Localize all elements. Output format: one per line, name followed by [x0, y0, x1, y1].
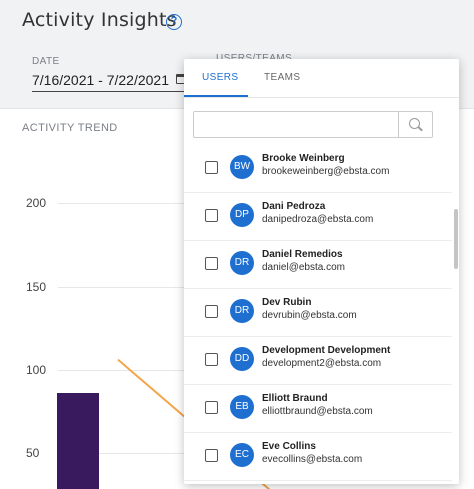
- avatar: EB: [230, 395, 254, 419]
- list-item[interactable]: DP Dani Pedroza danipedroza@ebsta.com: [184, 193, 452, 241]
- list-item[interactable]: BW Brooke Weinberg brookeweinberg@ebsta.co…: [184, 145, 452, 193]
- avatar: EC: [230, 443, 254, 467]
- list-item[interactable]: DD Development Development development2@eb…: [184, 337, 452, 385]
- checkbox[interactable]: [205, 305, 218, 318]
- users-teams-label: USERS/TEAMS: [216, 53, 292, 64]
- grid-line: [58, 370, 188, 371]
- y-tick-label: 200: [26, 196, 47, 210]
- checkbox[interactable]: [205, 449, 218, 462]
- grid-line: [58, 453, 188, 454]
- chart-bar: [57, 393, 99, 489]
- user-name: Dani Pedroza: [262, 201, 326, 212]
- scrollbar-thumb[interactable]: [454, 209, 458, 269]
- user-email: danipedroza@ebsta.com: [262, 214, 374, 225]
- list-item[interactable]: EB Elliott Braund elliottbraund@ebsta.com: [184, 385, 452, 433]
- y-tick-label: 150: [26, 280, 47, 294]
- tab-teams[interactable]: TEAMS: [264, 72, 301, 83]
- user-email: elliottbraund@ebsta.com: [262, 406, 373, 417]
- date-label: DATE: [32, 56, 60, 67]
- card-title: ACTIVITY TREND: [22, 122, 118, 134]
- search-divider: [398, 112, 399, 137]
- avatar: DR: [230, 251, 254, 275]
- user-email: development2@ebsta.com: [262, 358, 382, 369]
- user-name: Dev Rubin: [262, 297, 312, 308]
- active-tab-indicator: [184, 95, 248, 97]
- tab-divider: [184, 97, 459, 98]
- tab-users[interactable]: USERS: [202, 72, 239, 83]
- user-name: Daniel Remedios: [262, 249, 343, 260]
- users-teams-dropdown: USERS TEAMS BW Brooke Weinberg brookeweinb…: [184, 59, 459, 484]
- list-item[interactable]: EC Eve Collins evecollins@ebsta.com: [184, 433, 452, 481]
- grid-line: [58, 287, 188, 288]
- checkbox[interactable]: [205, 161, 218, 174]
- checkbox[interactable]: [205, 257, 218, 270]
- help-icon[interactable]: ?: [166, 14, 182, 30]
- avatar: DR: [230, 299, 254, 323]
- user-email: evecollins@ebsta.com: [262, 454, 363, 465]
- y-tick-label: 100: [26, 363, 47, 377]
- user-email: daniel@ebsta.com: [262, 262, 345, 273]
- search-icon[interactable]: [409, 118, 420, 129]
- user-email: brookeweinberg@ebsta.com: [262, 166, 390, 177]
- avatar: DD: [230, 347, 254, 371]
- user-name: Eve Collins: [262, 441, 316, 452]
- date-range-input[interactable]: 7/16/2021 - 7/22/2021: [32, 70, 187, 92]
- avatar: BW: [230, 155, 254, 179]
- y-tick-label: 50: [26, 446, 40, 460]
- search-input[interactable]: [193, 111, 433, 138]
- user-name: Development Development: [262, 345, 391, 356]
- checkbox[interactable]: [205, 401, 218, 414]
- page-title: Activity Insights: [22, 9, 177, 31]
- list-item[interactable]: DR Daniel Remedios daniel@ebsta.com: [184, 241, 452, 289]
- user-name: Elliott Braund: [262, 393, 328, 404]
- checkbox[interactable]: [205, 209, 218, 222]
- user-name: Brooke Weinberg: [262, 153, 345, 164]
- avatar: DP: [230, 203, 254, 227]
- grid-line: [58, 203, 188, 204]
- checkbox[interactable]: [205, 353, 218, 366]
- list-item[interactable]: DR Dev Rubin devrubin@ebsta.com: [184, 289, 452, 337]
- user-email: devrubin@ebsta.com: [262, 310, 357, 321]
